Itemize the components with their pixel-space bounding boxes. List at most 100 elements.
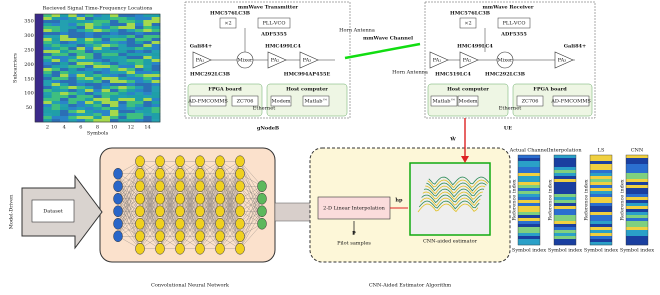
heat-cell bbox=[110, 95, 119, 99]
heat-cell bbox=[126, 44, 136, 48]
heat-cell bbox=[51, 89, 61, 93]
label: PLL-VCO bbox=[263, 21, 286, 27]
neuron bbox=[155, 180, 165, 192]
connection bbox=[199, 161, 221, 212]
heat-cell bbox=[143, 119, 152, 123]
heat-cell bbox=[60, 104, 69, 108]
axis-label: Symbol index bbox=[620, 248, 654, 254]
heat-cell bbox=[626, 158, 648, 162]
heat-cell bbox=[590, 194, 612, 198]
heat-cell bbox=[43, 32, 52, 36]
heat-cell bbox=[626, 185, 648, 189]
heat-cell bbox=[101, 77, 111, 81]
heat-cell bbox=[135, 101, 144, 105]
label: AD-FMCOMMS bbox=[187, 99, 228, 105]
heat-cell bbox=[51, 104, 61, 108]
heat-cell bbox=[93, 89, 102, 93]
heat-cell bbox=[51, 113, 61, 117]
heat-cell bbox=[85, 77, 94, 81]
heat-cell bbox=[143, 53, 152, 57]
heat-cell bbox=[60, 59, 69, 63]
heat-cell bbox=[554, 176, 576, 180]
heat-cell bbox=[126, 50, 136, 54]
heat-cell bbox=[60, 17, 69, 21]
heat-cell bbox=[626, 242, 648, 246]
heat-cell bbox=[626, 161, 648, 165]
heat-cell bbox=[35, 101, 44, 105]
heat-cell bbox=[118, 23, 127, 27]
heat-cell bbox=[554, 233, 576, 237]
connection bbox=[139, 161, 161, 199]
heat-cell bbox=[68, 50, 77, 54]
heat-cell bbox=[101, 14, 111, 18]
heat-cell bbox=[151, 56, 161, 60]
heat-cell bbox=[51, 62, 61, 66]
heat-cell bbox=[143, 83, 152, 87]
heat-cell bbox=[51, 110, 61, 114]
heat-cell bbox=[118, 119, 127, 123]
surface-line bbox=[427, 179, 488, 189]
heat-cell bbox=[126, 98, 136, 102]
heat-cell bbox=[93, 50, 102, 54]
heat-cell bbox=[126, 71, 136, 75]
heat-cell bbox=[60, 35, 69, 39]
heat-cell bbox=[143, 107, 152, 111]
heat-cell bbox=[110, 110, 119, 114]
neuron bbox=[195, 193, 205, 205]
heat-cell bbox=[35, 77, 44, 81]
heat-cell bbox=[590, 158, 612, 162]
heat-cell bbox=[43, 83, 52, 87]
heat-cell bbox=[151, 38, 161, 42]
heat-cell bbox=[590, 164, 612, 168]
heat-cell bbox=[35, 74, 44, 78]
heat-cell bbox=[76, 26, 86, 30]
heat-cell bbox=[85, 26, 94, 30]
heat-cell bbox=[60, 62, 69, 66]
panel-title: LS bbox=[598, 148, 605, 154]
heat-cell bbox=[135, 53, 144, 57]
heat-cell bbox=[60, 20, 69, 24]
plot-frame bbox=[34, 13, 161, 123]
heat-cell bbox=[590, 170, 612, 174]
heat-cell bbox=[554, 179, 576, 183]
heat-cell bbox=[85, 44, 94, 48]
connection bbox=[117, 161, 141, 212]
heat-cell bbox=[85, 80, 94, 84]
x-tick-label: 8 bbox=[96, 125, 99, 131]
heat-cell bbox=[126, 77, 136, 81]
heat-cell bbox=[76, 107, 86, 111]
heat-cell bbox=[135, 86, 144, 90]
heat-cell bbox=[110, 56, 119, 60]
heat-cell bbox=[35, 95, 44, 99]
heat-cell bbox=[590, 197, 612, 201]
heat-cell bbox=[60, 50, 69, 54]
heat-cell bbox=[51, 29, 61, 33]
multiplier-box bbox=[219, 17, 237, 29]
heat-cell bbox=[135, 98, 144, 102]
heat-cell bbox=[118, 113, 127, 117]
heat-cell bbox=[76, 86, 86, 90]
amplifier bbox=[192, 51, 212, 69]
heat-cell bbox=[554, 158, 576, 162]
heat-cell bbox=[518, 173, 540, 177]
connection bbox=[179, 211, 201, 249]
heat-cell bbox=[518, 221, 540, 225]
label: Gali84+ bbox=[190, 44, 212, 50]
heat-cell bbox=[93, 116, 102, 120]
connection bbox=[239, 186, 263, 224]
heat-cell bbox=[101, 44, 111, 48]
heat-cell bbox=[143, 110, 152, 114]
heat-cell bbox=[110, 74, 119, 78]
y-tick-label: 50 bbox=[26, 105, 32, 111]
label: PLL-VCO bbox=[503, 21, 526, 27]
label: PA₃ bbox=[303, 58, 312, 64]
heat-cell bbox=[126, 41, 136, 45]
heat-cell bbox=[135, 47, 144, 51]
heat-cell bbox=[76, 71, 86, 75]
heat-cell bbox=[60, 98, 69, 102]
heat-cell bbox=[35, 83, 44, 87]
heat-cell bbox=[126, 83, 136, 87]
heat-cell bbox=[518, 197, 540, 201]
neuron bbox=[195, 230, 205, 242]
heat-cell bbox=[68, 71, 77, 75]
